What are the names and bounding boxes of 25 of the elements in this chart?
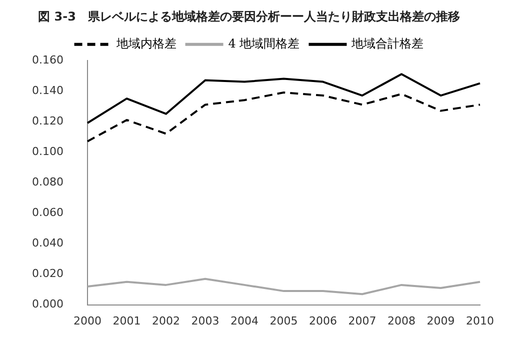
y-tick-label: 0.000 (32, 298, 64, 311)
y-tick-label: 0.100 (32, 144, 64, 158)
x-tick-label: 2009 (426, 314, 455, 328)
y-tick-label: 0.080 (32, 175, 64, 188)
y-tick-label: 0.060 (32, 206, 64, 220)
chart-title: 図 3-3 県レベルによる地域格差の要因分析ーー人当たり財政支出格差の推移 (38, 9, 460, 24)
legend-label: 地域合計格差 (350, 36, 424, 51)
x-tick-label: 2001 (112, 314, 141, 328)
x-tick-label: 2005 (270, 314, 298, 328)
x-tick-label: 2007 (348, 314, 376, 328)
legend-label: 4 地域間格差 (228, 36, 300, 51)
x-tick-label: 2002 (152, 314, 180, 328)
x-tick-label: 2003 (191, 314, 220, 328)
x-tick-label: 2010 (466, 314, 494, 328)
y-tick-label: 0.160 (32, 53, 64, 66)
y-tick-label: 0.020 (32, 267, 64, 280)
y-tick-label: 0.140 (32, 84, 64, 97)
x-tick-label: 2000 (73, 314, 102, 328)
legend-label: 地域内格差 (115, 36, 176, 51)
x-tick-label: 2004 (230, 314, 258, 328)
line-series (86, 91, 482, 142)
x-tick-label: 2006 (309, 314, 337, 328)
x-tick-label: 2008 (388, 314, 416, 328)
y-tick-label: 0.040 (32, 236, 64, 250)
y-tick-label: 0.120 (32, 114, 64, 128)
